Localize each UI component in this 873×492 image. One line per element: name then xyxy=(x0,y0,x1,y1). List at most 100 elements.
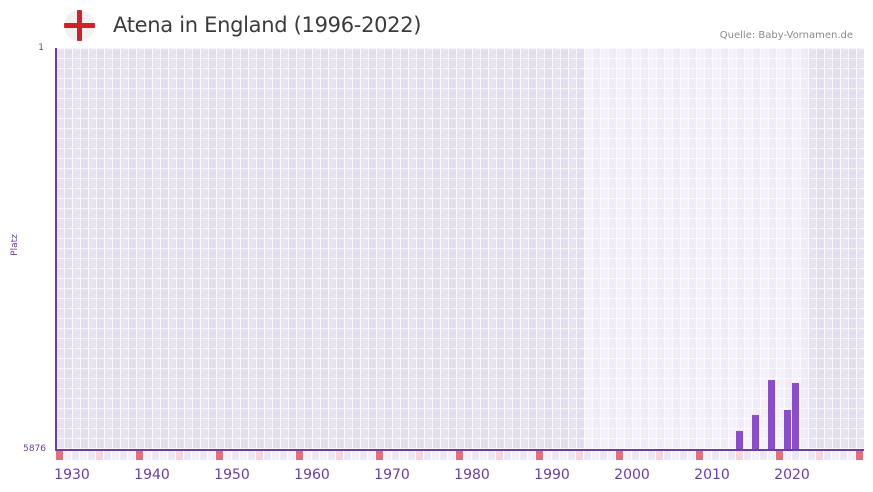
year-marker xyxy=(592,451,599,460)
england-flag-icon xyxy=(64,10,95,41)
year-marker xyxy=(528,451,535,460)
year-marker xyxy=(304,451,311,460)
year-marker xyxy=(232,451,239,460)
year-marker xyxy=(712,451,719,460)
year-marker xyxy=(752,451,759,460)
year-marker xyxy=(104,451,111,460)
x-axis xyxy=(55,449,864,451)
year-marker xyxy=(496,451,503,460)
year-marker xyxy=(488,451,495,460)
year-marker xyxy=(192,451,199,460)
year-marker xyxy=(136,451,143,460)
year-marker xyxy=(88,451,95,460)
year-marker xyxy=(728,451,735,460)
x-tick-label: 1990 xyxy=(534,467,570,483)
bar-2020[interactable] xyxy=(792,383,799,450)
year-marker xyxy=(360,451,367,460)
year-marker xyxy=(600,451,607,460)
year-marker xyxy=(176,451,183,460)
year-marker xyxy=(280,451,287,460)
year-marker xyxy=(680,451,687,460)
year-marker xyxy=(208,451,215,460)
year-marker xyxy=(792,451,799,460)
y-tick-bottom: 5876 xyxy=(23,444,46,454)
year-marker xyxy=(392,451,399,460)
year-marker xyxy=(112,451,119,460)
year-marker xyxy=(784,451,791,460)
year-marker xyxy=(816,451,823,460)
year-marker xyxy=(160,451,167,460)
year-marker xyxy=(832,451,839,460)
year-marker xyxy=(216,451,223,460)
year-marker xyxy=(520,451,527,460)
year-marker xyxy=(648,451,655,460)
year-marker xyxy=(248,451,255,460)
year-marker xyxy=(824,451,831,460)
year-marker xyxy=(760,451,767,460)
year-marker xyxy=(504,451,511,460)
year-marker xyxy=(616,451,623,460)
year-marker xyxy=(368,451,375,460)
x-tick-label: 1950 xyxy=(214,467,250,483)
year-marker xyxy=(672,451,679,460)
year-marker xyxy=(536,451,543,460)
chart-header: Atena in England (1996-2022) Quelle: Bab… xyxy=(0,0,873,48)
year-marker xyxy=(736,451,743,460)
year-marker xyxy=(152,451,159,460)
plot-area xyxy=(56,48,864,450)
bar-2019[interactable] xyxy=(784,410,791,450)
year-marker xyxy=(776,451,783,460)
year-marker xyxy=(480,451,487,460)
year-marker xyxy=(624,451,631,460)
year-marker xyxy=(408,451,415,460)
year-marker xyxy=(424,451,431,460)
bar-2013[interactable] xyxy=(736,431,743,450)
year-marker xyxy=(56,451,63,460)
year-marker xyxy=(128,451,135,460)
year-marker xyxy=(696,451,703,460)
year-marker xyxy=(568,451,575,460)
year-marker xyxy=(768,451,775,460)
year-marker xyxy=(720,451,727,460)
year-marker xyxy=(584,451,591,460)
year-marker xyxy=(464,451,471,460)
bar-2017[interactable] xyxy=(768,380,775,450)
year-marker xyxy=(296,451,303,460)
year-marker xyxy=(64,451,71,460)
year-marker xyxy=(512,451,519,460)
y-axis-label: Platz xyxy=(9,234,20,256)
year-marker xyxy=(448,451,455,460)
year-marker xyxy=(168,451,175,460)
year-marker xyxy=(744,451,751,460)
bar-2015[interactable] xyxy=(752,415,759,450)
year-marker xyxy=(72,451,79,460)
grid xyxy=(56,48,864,450)
year-marker xyxy=(432,451,439,460)
y-axis xyxy=(55,48,57,451)
year-marker xyxy=(272,451,279,460)
year-marker xyxy=(200,451,207,460)
source-link[interactable]: Quelle: Baby-Vornamen.de xyxy=(719,30,853,41)
year-marker xyxy=(384,451,391,460)
year-marker xyxy=(440,451,447,460)
year-marker xyxy=(800,451,807,460)
year-marker xyxy=(688,451,695,460)
year-marker xyxy=(288,451,295,460)
year-marker xyxy=(608,451,615,460)
year-marker xyxy=(400,451,407,460)
year-marker xyxy=(472,451,479,460)
year-marker xyxy=(576,451,583,460)
year-marker xyxy=(80,451,87,460)
year-marker xyxy=(704,451,711,460)
x-tick-label: 1930 xyxy=(54,467,90,483)
x-tick-label: 1970 xyxy=(374,467,410,483)
year-marker xyxy=(336,451,343,460)
year-marker xyxy=(632,451,639,460)
year-marker xyxy=(544,451,551,460)
year-marker xyxy=(96,451,103,460)
year-marker xyxy=(664,451,671,460)
x-tick-label: 2000 xyxy=(614,467,650,483)
year-marker xyxy=(120,451,127,460)
year-marker xyxy=(848,451,855,460)
year-marker xyxy=(312,451,319,460)
